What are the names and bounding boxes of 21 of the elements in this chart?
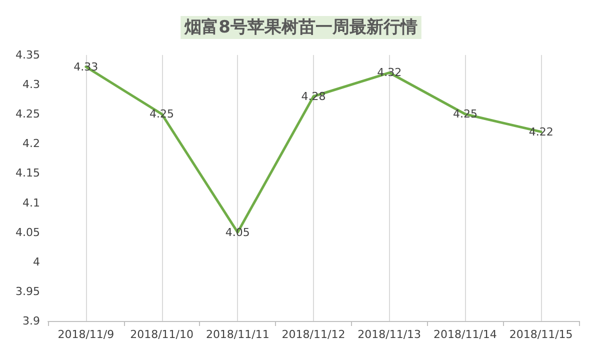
y-tick-label: 4.2	[22, 137, 40, 150]
x-tick-label: 2018/11/15	[509, 328, 573, 341]
data-label: 4.05	[225, 226, 250, 239]
y-tick-label: 4.25	[16, 108, 40, 121]
y-tick-label: 4.35	[16, 48, 40, 62]
x-tick-label: 2018/11/11	[206, 328, 270, 341]
chart-title: 烟富8号苹果树苗一周最新行情	[184, 18, 418, 38]
x-tick-label: 2018/11/10	[130, 328, 194, 341]
x-tick-label: 2018/11/9	[58, 328, 114, 341]
x-tick-label: 2018/11/12	[282, 328, 346, 341]
y-tick-label: 3.95	[16, 284, 40, 298]
data-label: 4.22	[528, 125, 554, 138]
y-tick-label: 4.1	[22, 196, 40, 210]
y-tick-label: 4	[33, 255, 40, 268]
y-tick-label: 4.15	[16, 166, 40, 180]
y-tick-label: 4.3	[22, 78, 40, 92]
x-tick-label: 2018/11/13	[358, 328, 422, 341]
x-tick-label: 2018/11/14	[434, 328, 497, 341]
y-tick-label: 4.05	[16, 226, 40, 239]
data-label: 4.33	[74, 60, 98, 74]
y-tick-label: 3.9	[22, 314, 40, 328]
